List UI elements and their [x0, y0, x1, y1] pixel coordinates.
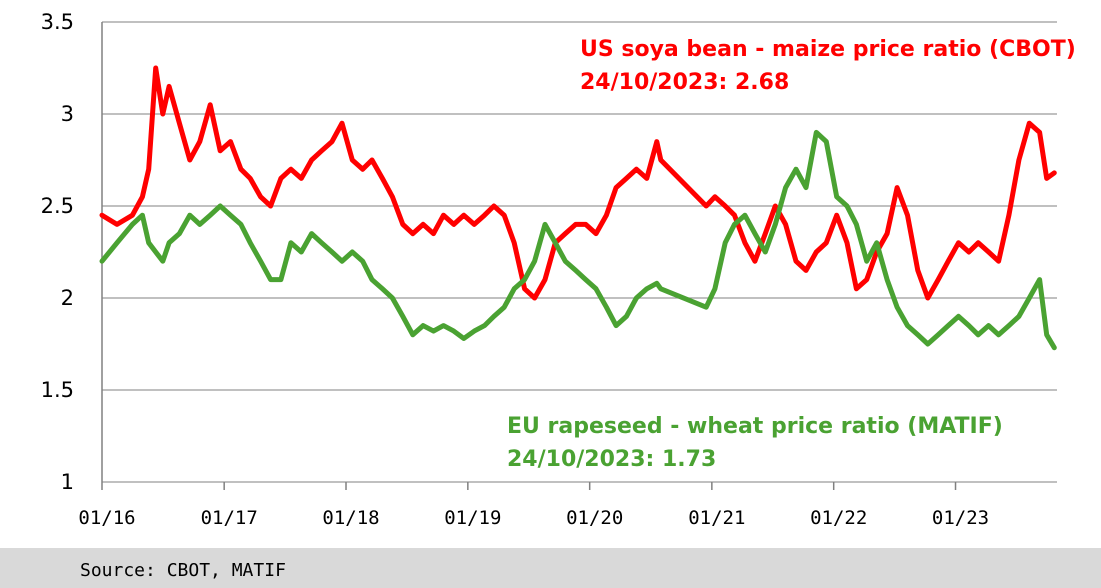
series-line-rapeseed-wheat [99, 129, 1057, 351]
x-tick-label: 01/21 [688, 507, 745, 529]
series-line-soya-maize [99, 65, 1057, 301]
x-tick-label: 01/18 [322, 507, 379, 529]
series-label: US soya bean - maize price ratio (CBOT) [580, 37, 1076, 62]
x-tick-label: 01/16 [78, 507, 135, 529]
y-tick-label: 2 [61, 286, 74, 310]
series-latest-value: 24/10/2023: 2.68 [580, 70, 789, 95]
y-tick-label: 3.5 [41, 10, 74, 34]
x-tick-label: 01/23 [932, 507, 989, 529]
y-tick-label: 1 [61, 470, 74, 494]
chart-area: 1 1.5 2 2.5 3 3.5 01/16 01/17 01/18 01/19 01/20 01/… [41, 10, 1076, 529]
y-tick-label: 3 [61, 102, 74, 126]
x-tick-label: 01/20 [566, 507, 623, 529]
line-chart: 1 1.5 2 2.5 3 3.5 01/16 01/17 01/18 01/19 01/20 01/… [41, 10, 1076, 529]
source-footer: Source: CBOT, MATIF [0, 548, 1101, 588]
x-tick-label: 01/22 [810, 507, 867, 529]
x-tick-label: 01/17 [201, 507, 258, 529]
source-text: Source: CBOT, MATIF [80, 560, 286, 581]
series-label: EU rapeseed - wheat price ratio (MATIF) [507, 414, 1003, 439]
y-tick-label: 2.5 [41, 194, 74, 218]
series-latest-value: 24/10/2023: 1.73 [507, 447, 716, 472]
y-tick-label: 1.5 [41, 378, 74, 402]
x-tick-label: 01/19 [444, 507, 501, 529]
